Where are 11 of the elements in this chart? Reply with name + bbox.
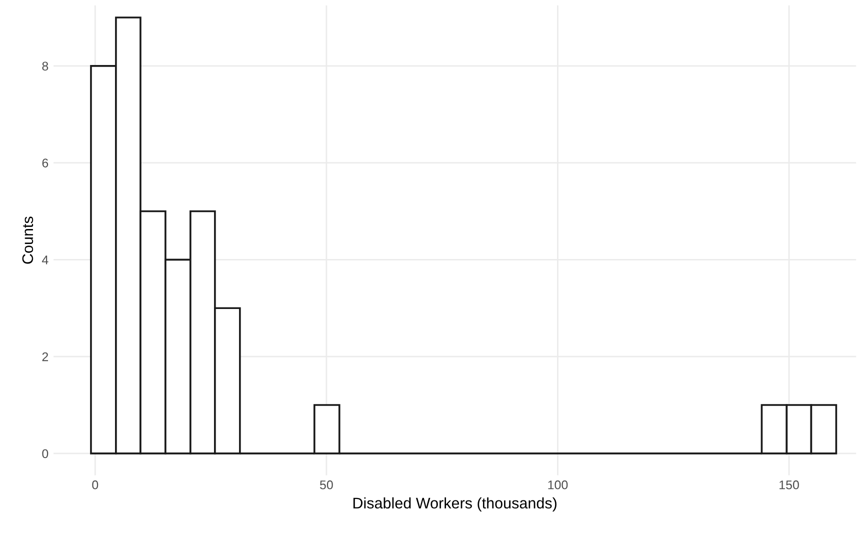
y-tick-label: 0: [42, 449, 48, 458]
y-tick-label: 8: [42, 62, 48, 71]
y-axis-title: Counts: [22, 216, 34, 264]
x-tick-label: 150: [780, 480, 799, 490]
x-tick-label: 50: [320, 480, 333, 490]
x-axis-title: Disabled Workers (thousands): [353, 497, 556, 512]
y-tick-label: 4: [42, 256, 48, 264]
y-tick-label: 6: [42, 158, 48, 168]
y-tick-label: 2: [42, 352, 48, 362]
x-tick-label: 0: [92, 480, 98, 490]
x-tick-label: 100: [548, 480, 568, 490]
